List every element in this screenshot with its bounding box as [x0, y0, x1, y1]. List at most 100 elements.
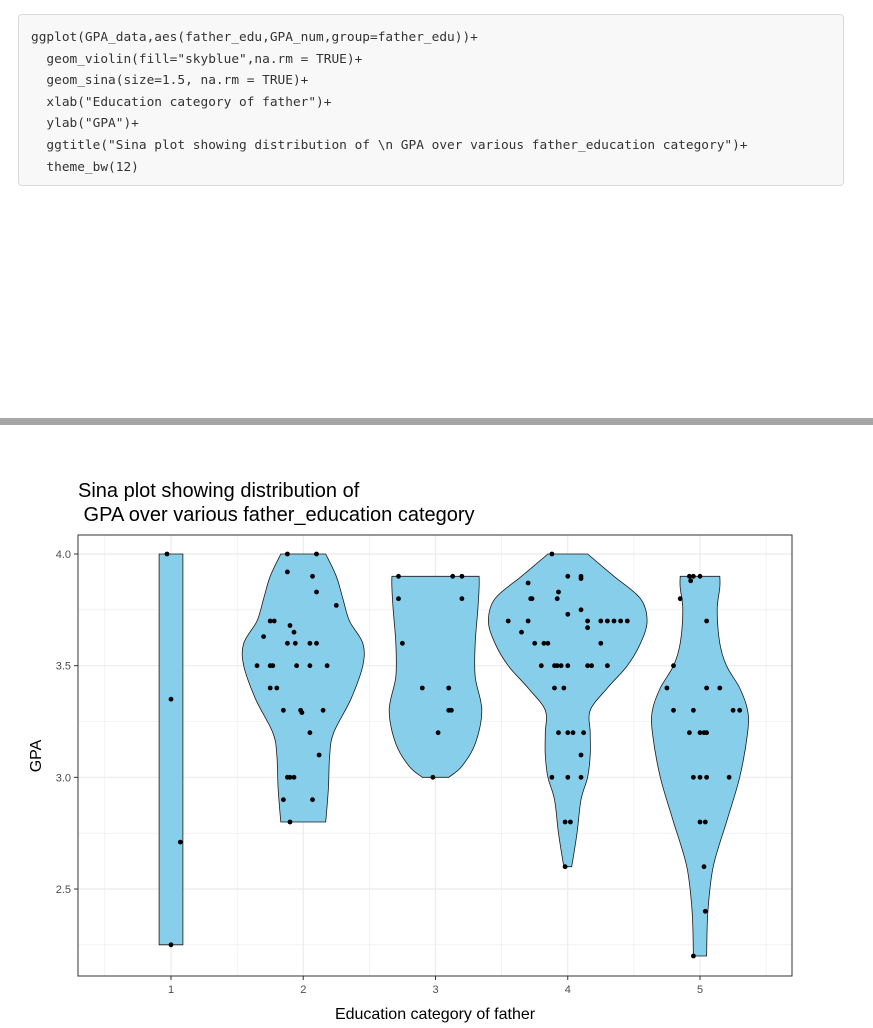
- data-point: [525, 618, 531, 624]
- data-point: [556, 730, 561, 736]
- data-point: [271, 618, 277, 624]
- point-layer: [164, 551, 743, 959]
- data-point: [554, 596, 560, 602]
- code-line: ggtitle("Sina plot showing distribution …: [31, 137, 748, 153]
- data-point: [565, 774, 571, 780]
- data-point: [691, 953, 696, 959]
- data-point: [726, 774, 732, 780]
- x-tick-label: 1: [168, 984, 174, 996]
- sina-plot: Sina plot showing distribution of GPA ov…: [28, 480, 793, 1023]
- data-point: [618, 618, 623, 624]
- data-point: [435, 730, 441, 736]
- data-point: [285, 569, 290, 575]
- data-point: [314, 589, 319, 595]
- data-point: [585, 663, 590, 669]
- data-point: [324, 663, 330, 669]
- data-point: [565, 573, 571, 579]
- data-point: [292, 640, 298, 646]
- data-point: [561, 685, 567, 691]
- data-point: [450, 573, 456, 579]
- data-point: [449, 707, 454, 713]
- chart-subtitle: GPA over various father_education catego…: [78, 504, 475, 526]
- data-point: [274, 685, 280, 691]
- x-tick-label: 5: [697, 984, 703, 996]
- data-point: [717, 685, 723, 691]
- data-point: [671, 663, 676, 669]
- data-point: [396, 596, 401, 602]
- data-point: [287, 774, 293, 780]
- data-point: [270, 663, 276, 669]
- data-point: [164, 551, 170, 557]
- violin-1: [158, 553, 184, 946]
- data-point: [691, 573, 696, 579]
- data-point: [538, 663, 544, 669]
- data-point: [702, 908, 708, 914]
- data-point: [554, 663, 560, 669]
- data-point: [671, 707, 676, 713]
- y-axis: 2.5 3.0 3.5 4.0: [56, 549, 78, 896]
- y-tick-label: 4.0: [56, 549, 71, 561]
- data-point: [519, 629, 524, 635]
- data-point: [611, 618, 617, 624]
- data-point: [446, 685, 452, 691]
- x-tick-label: 3: [432, 984, 438, 996]
- data-point: [730, 707, 736, 713]
- data-point: [589, 663, 594, 669]
- data-point: [697, 573, 703, 579]
- data-point: [568, 819, 573, 825]
- data-point: [565, 663, 571, 669]
- data-point: [314, 551, 319, 557]
- x-tick-label: 4: [565, 984, 571, 996]
- data-point: [562, 864, 568, 870]
- data-point: [310, 797, 315, 803]
- data-point: [605, 663, 610, 669]
- code-line: ggplot(GPA_data,aes(father_edu,GPA_num,g…: [31, 30, 478, 45]
- data-point: [525, 580, 531, 586]
- data-point: [291, 629, 297, 635]
- violin-3: [388, 575, 483, 778]
- code-line: geom_violin(fill="skyblue",na.rm = TRUE)…: [31, 51, 363, 67]
- data-point: [691, 707, 696, 713]
- x-axis: 1 2 3 4 5: [168, 976, 703, 996]
- data-point: [549, 551, 555, 557]
- data-point: [624, 618, 630, 624]
- data-point: [307, 640, 313, 646]
- data-point: [267, 618, 273, 624]
- data-point: [697, 730, 703, 736]
- data-point: [578, 607, 584, 613]
- data-point: [285, 640, 290, 646]
- data-point: [168, 696, 174, 702]
- data-point: [419, 685, 425, 691]
- y-axis-label: GPA: [28, 739, 45, 772]
- data-point: [541, 640, 547, 646]
- chart-title: Sina plot showing distribution of: [78, 480, 360, 502]
- data-point: [558, 663, 564, 669]
- data-point: [687, 730, 692, 736]
- data-point: [598, 640, 604, 646]
- data-point: [254, 663, 260, 669]
- data-point: [704, 774, 709, 780]
- y-tick-label: 3.0: [56, 772, 71, 784]
- data-point: [177, 839, 183, 845]
- data-point: [704, 730, 709, 736]
- data-point: [314, 640, 319, 646]
- data-point: [562, 819, 568, 825]
- chart-output: Sina plot showing distribution of GPA ov…: [0, 430, 873, 1023]
- data-point: [505, 618, 511, 624]
- data-point: [704, 618, 709, 624]
- data-point: [605, 618, 610, 624]
- data-point: [307, 663, 313, 669]
- data-point: [396, 573, 401, 579]
- data-point: [578, 752, 584, 758]
- data-point: [691, 774, 696, 780]
- y-tick-label: 2.5: [56, 884, 71, 896]
- data-point: [585, 618, 590, 624]
- x-axis-label: Education category of father: [335, 1006, 536, 1023]
- y-tick-label: 3.5: [56, 661, 71, 673]
- data-point: [581, 730, 586, 736]
- data-point: [400, 640, 405, 646]
- data-point: [287, 819, 293, 825]
- data-point: [291, 774, 297, 780]
- data-point: [598, 618, 604, 624]
- violin-4: [487, 553, 648, 868]
